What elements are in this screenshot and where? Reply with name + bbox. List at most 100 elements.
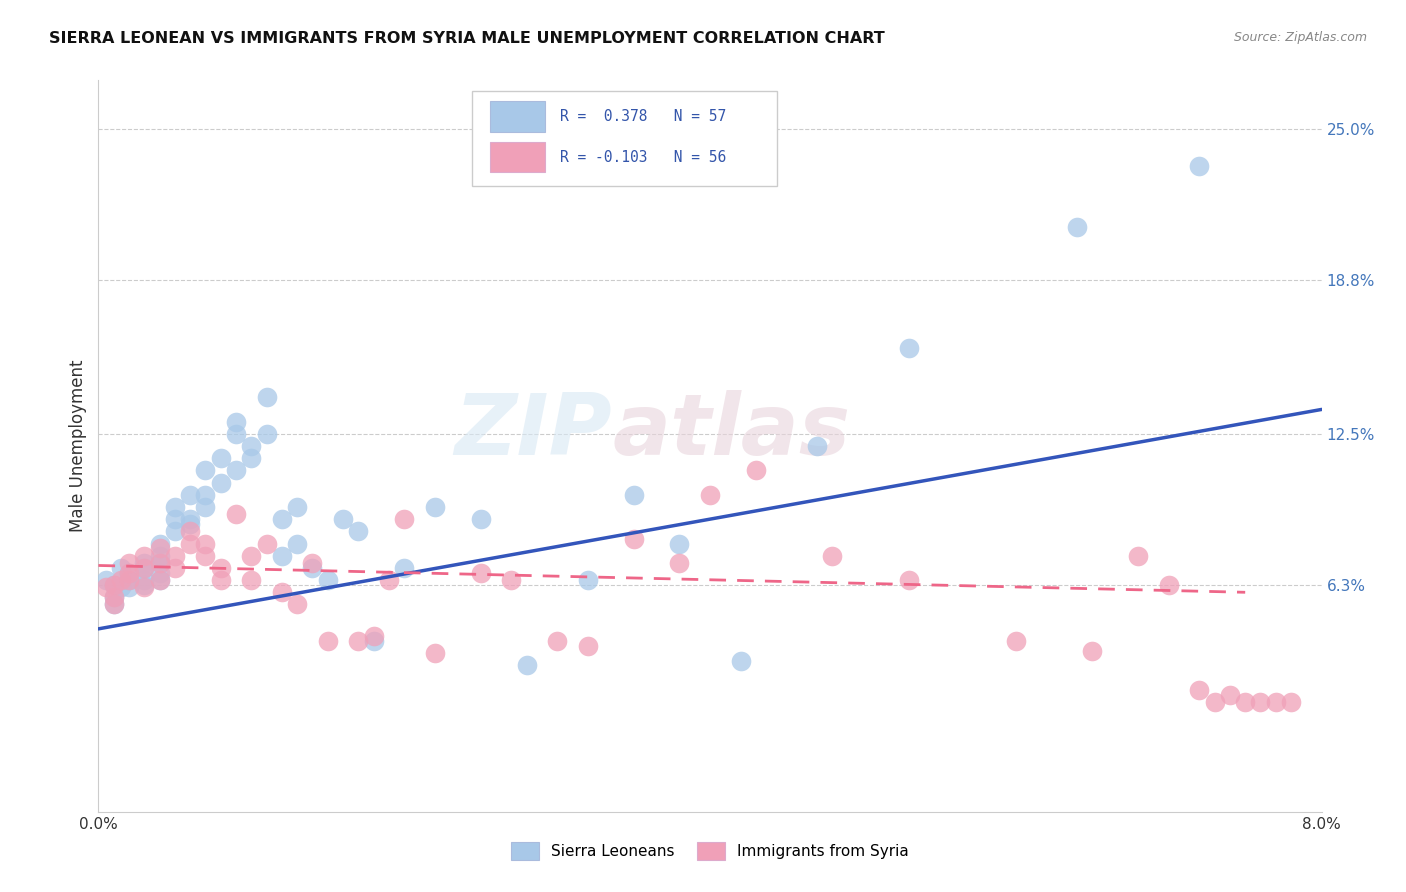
Text: SIERRA LEONEAN VS IMMIGRANTS FROM SYRIA MALE UNEMPLOYMENT CORRELATION CHART: SIERRA LEONEAN VS IMMIGRANTS FROM SYRIA … bbox=[49, 31, 884, 46]
Y-axis label: Male Unemployment: Male Unemployment bbox=[69, 359, 87, 533]
Point bbox=[134, 578, 156, 592]
Point bbox=[501, 573, 523, 587]
Point bbox=[745, 463, 768, 477]
Point bbox=[256, 426, 278, 441]
Point bbox=[149, 556, 172, 570]
Point bbox=[134, 573, 156, 587]
Legend: Sierra Leoneans, Immigrants from Syria: Sierra Leoneans, Immigrants from Syria bbox=[505, 837, 915, 866]
Point bbox=[897, 342, 920, 356]
Point bbox=[179, 488, 201, 502]
Point bbox=[332, 512, 354, 526]
Point bbox=[225, 426, 247, 441]
Point bbox=[110, 561, 132, 575]
Point bbox=[225, 463, 247, 477]
Point bbox=[668, 536, 690, 550]
Point bbox=[347, 634, 370, 648]
Point bbox=[347, 524, 370, 539]
Point bbox=[470, 512, 492, 526]
Point bbox=[423, 500, 446, 514]
Point bbox=[194, 549, 217, 563]
Point bbox=[209, 475, 232, 490]
Point bbox=[897, 573, 920, 587]
Point bbox=[546, 634, 568, 648]
Point bbox=[316, 573, 339, 587]
Point bbox=[256, 390, 278, 404]
Point bbox=[94, 581, 117, 595]
Point bbox=[149, 536, 172, 550]
Point bbox=[194, 488, 217, 502]
Point bbox=[516, 658, 538, 673]
Point bbox=[103, 590, 125, 604]
Point bbox=[134, 556, 156, 570]
Point bbox=[1219, 688, 1241, 702]
Point bbox=[623, 532, 645, 546]
Point bbox=[270, 512, 294, 526]
Point bbox=[1234, 695, 1257, 709]
Point bbox=[256, 536, 278, 550]
Point bbox=[1279, 695, 1302, 709]
Point bbox=[378, 573, 401, 587]
Point bbox=[149, 556, 172, 570]
Point bbox=[118, 556, 141, 570]
Point bbox=[209, 451, 232, 466]
Point bbox=[163, 500, 186, 514]
Point bbox=[225, 415, 247, 429]
Point bbox=[149, 549, 172, 563]
Point bbox=[179, 516, 201, 531]
Point bbox=[118, 573, 141, 587]
Point bbox=[179, 536, 201, 550]
Point bbox=[225, 508, 247, 522]
Text: R = -0.103   N = 56: R = -0.103 N = 56 bbox=[560, 150, 725, 165]
Point bbox=[149, 541, 172, 556]
Bar bbox=[489, 102, 546, 132]
Point bbox=[103, 578, 125, 592]
Point bbox=[118, 573, 141, 587]
Point bbox=[94, 573, 117, 587]
Point bbox=[730, 654, 752, 668]
Point bbox=[392, 512, 416, 526]
Point bbox=[270, 549, 294, 563]
Point bbox=[118, 566, 141, 580]
Point bbox=[103, 590, 125, 604]
Point bbox=[194, 500, 217, 514]
Point bbox=[194, 536, 217, 550]
Point bbox=[149, 573, 172, 587]
Point bbox=[134, 561, 156, 575]
Point bbox=[285, 536, 308, 550]
Point bbox=[179, 524, 201, 539]
FancyBboxPatch shape bbox=[471, 91, 778, 186]
Text: Source: ZipAtlas.com: Source: ZipAtlas.com bbox=[1233, 31, 1367, 45]
Point bbox=[163, 561, 186, 575]
Point bbox=[163, 549, 186, 563]
Point bbox=[285, 598, 308, 612]
Point bbox=[103, 598, 125, 612]
Point bbox=[1081, 644, 1104, 658]
Point bbox=[209, 561, 232, 575]
Point bbox=[194, 463, 217, 477]
Point bbox=[806, 439, 828, 453]
Point bbox=[623, 488, 645, 502]
Point bbox=[240, 573, 263, 587]
Point bbox=[179, 512, 201, 526]
Point bbox=[1188, 682, 1211, 697]
Point bbox=[134, 581, 156, 595]
Point bbox=[316, 634, 339, 648]
Point bbox=[209, 573, 232, 587]
Point bbox=[149, 566, 172, 580]
Bar bbox=[489, 142, 546, 172]
Point bbox=[110, 573, 132, 587]
Point bbox=[134, 549, 156, 563]
Point bbox=[103, 598, 125, 612]
Point bbox=[1128, 549, 1150, 563]
Point bbox=[240, 549, 263, 563]
Text: atlas: atlas bbox=[612, 390, 851, 473]
Point bbox=[668, 556, 690, 570]
Point bbox=[576, 639, 599, 653]
Point bbox=[1188, 159, 1211, 173]
Point bbox=[423, 646, 446, 660]
Point bbox=[1157, 578, 1180, 592]
Point bbox=[699, 488, 721, 502]
Point bbox=[363, 629, 385, 643]
Point bbox=[1004, 634, 1026, 648]
Point bbox=[103, 578, 125, 592]
